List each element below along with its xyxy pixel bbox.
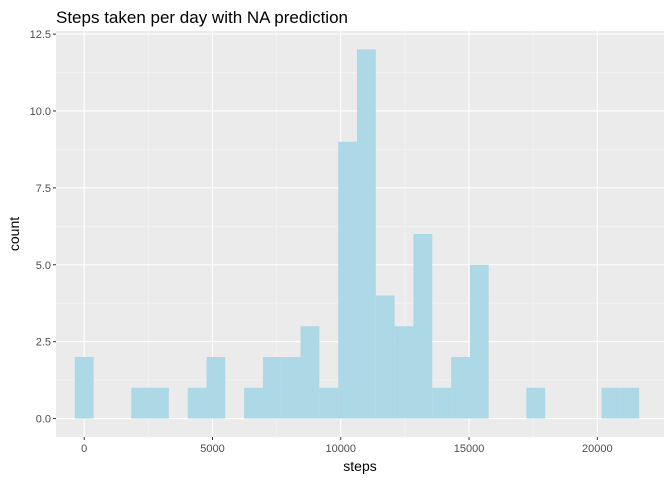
histogram-bar (451, 357, 470, 419)
histogram-bar (620, 387, 640, 419)
histogram-bars (74, 49, 640, 419)
y-axis-label: count (6, 217, 22, 251)
x-tick-label: 15000 (454, 443, 485, 455)
y-tick-label: 12.5 (30, 29, 51, 41)
histogram-bar (413, 234, 433, 419)
histogram-bar (394, 326, 414, 419)
histogram-bar (469, 264, 489, 419)
histogram-bar (601, 387, 621, 419)
histogram-bar (187, 387, 207, 419)
histogram-bar (262, 357, 282, 419)
histogram-bar (131, 387, 151, 419)
x-tick-label: 5000 (200, 443, 224, 455)
y-tick-label: 0.0 (36, 414, 51, 426)
x-tick-label: 10000 (325, 443, 356, 455)
histogram-bar (74, 357, 94, 419)
histogram-bar (319, 387, 339, 419)
histogram-bar (375, 295, 395, 419)
y-tick-label: 2.5 (36, 337, 51, 349)
x-tick-label: 20000 (582, 443, 613, 455)
histogram-bar (281, 357, 301, 419)
histogram-bar (338, 141, 358, 419)
x-axis-label: steps (343, 458, 376, 474)
y-tick-label: 7.5 (36, 183, 51, 195)
y-axis: 0.0 2.5 5.0 7.5 10.0 12.5 (30, 29, 56, 426)
histogram-bar (206, 357, 226, 419)
histogram-bar (432, 387, 452, 419)
y-tick-label: 5.0 (36, 260, 51, 272)
x-axis: 0 5000 10000 15000 20000 (81, 437, 613, 455)
x-tick-label: 0 (81, 443, 87, 455)
histogram-bar (357, 49, 376, 419)
chart-title: Steps taken per day with NA prediction (56, 8, 348, 27)
y-tick-label: 10.0 (30, 106, 51, 118)
histogram-bar (244, 387, 263, 419)
histogram-bar (526, 387, 546, 419)
histogram-bar (300, 326, 320, 419)
histogram-bar (150, 387, 169, 419)
